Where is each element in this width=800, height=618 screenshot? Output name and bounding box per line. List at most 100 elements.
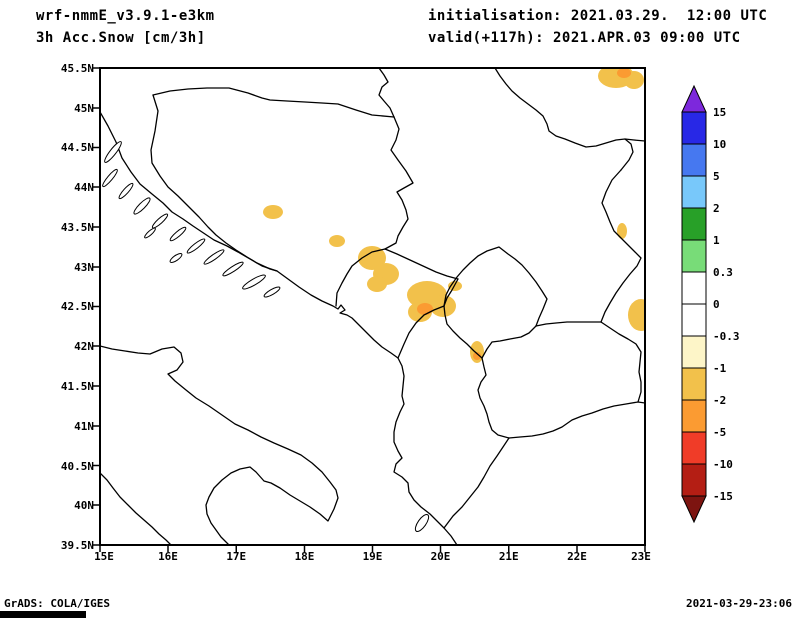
lon-tick-label: 18E: [295, 550, 315, 563]
island: [242, 274, 266, 290]
snow-patch-core: [617, 68, 631, 78]
island: [144, 227, 156, 239]
lon-axis-labels: 15E 16E 17E 18E 19E 20E 21E 22E 23E: [94, 550, 651, 563]
snow-patch: [329, 235, 345, 247]
lat-tick-label: 44N: [74, 181, 94, 194]
colorbar-label: -15: [713, 490, 733, 503]
colorbar-label: 2: [713, 202, 720, 215]
colorbar-arrow-top: [681, 84, 707, 113]
border-kosovo-northeast: [443, 246, 548, 327]
border-bosnia-montenegro: [335, 248, 386, 307]
country-borders: [150, 68, 645, 529]
snow-patch-core: [417, 303, 433, 315]
model-title: wrf-nmmE_v3.9.1-e3km: [36, 8, 215, 24]
island: [222, 261, 244, 277]
colorbar-segment: [681, 367, 707, 401]
colorbar-segment: [681, 111, 707, 145]
colorbar-label: -5: [713, 426, 726, 439]
border-albania-macedonia: [477, 357, 510, 439]
border-greece-albania: [443, 437, 510, 529]
colorbar-segment: [681, 431, 707, 465]
border-macedonia-greece: [508, 401, 639, 439]
colorbar-arrow-bottom: [681, 495, 707, 524]
colorbar-label: 15: [713, 106, 726, 119]
snow-patch: [617, 223, 627, 239]
lat-tick-label: 42.5N: [61, 300, 94, 313]
lat-tick-label: 40N: [74, 499, 94, 512]
island: [102, 168, 118, 188]
lon-tick-label: 23E: [631, 550, 651, 563]
field-title: 3h Acc.Snow [cm/3h]: [36, 30, 206, 46]
screen-edge-artifact: [0, 611, 86, 618]
lon-tick-label: 21E: [499, 550, 519, 563]
border-croatia-bosnia-west: [150, 94, 278, 272]
lat-tick-label: 39.5N: [61, 539, 94, 552]
valid-time: valid(+117h): 2021.APR.03 09:00 UTC: [428, 30, 741, 46]
colorbar-label: 0: [713, 298, 720, 311]
island-corfu: [414, 513, 430, 533]
island: [263, 286, 281, 298]
lon-tick-label: 22E: [567, 550, 587, 563]
lon-tick-label: 19E: [363, 550, 383, 563]
border-romania-bulgaria: [624, 138, 645, 142]
border-kosovo-west: [443, 305, 483, 359]
colorbar-label: 10: [713, 138, 726, 151]
island: [133, 197, 151, 215]
border-serbia-bulgaria: [600, 169, 642, 323]
border-macedonia-bulgaria: [600, 321, 642, 403]
render-timestamp: 2021-03-29-23:06: [686, 597, 792, 610]
lat-tick-label: 43N: [74, 261, 94, 274]
border-croatia-serbia-danube: [378, 68, 395, 118]
lon-tick-label: 15E: [94, 550, 114, 563]
island: [169, 226, 187, 242]
plot-frame: [99, 67, 646, 546]
lat-tick-label: 41.5N: [61, 380, 94, 393]
colorbar-label: -0.3: [713, 330, 740, 343]
colorbar-segment: [681, 239, 707, 273]
snow-patch: [448, 281, 462, 291]
lat-tick-label: 41N: [74, 420, 94, 433]
lat-tick-label: 40.5N: [61, 460, 94, 473]
colorbar-labels: 15 10 5 2 1 0.3 0 -0.3 -1 -2 -5 -10 -15: [713, 106, 740, 503]
colorbar-segment: [681, 303, 707, 337]
border-serbia-romania: [494, 68, 634, 171]
lat-tick-label: 43.5N: [61, 221, 94, 234]
lon-tick-label: 20E: [431, 550, 451, 563]
snow-patch: [358, 246, 386, 270]
coastline-italy-tyrrhenian: [100, 472, 172, 545]
border-bosnia-serbia-drina: [384, 116, 414, 250]
colorbar-segment: [681, 207, 707, 241]
snow-patch-core: [473, 352, 481, 360]
colorbar-label: 5: [713, 170, 720, 183]
colorbar-segment: [681, 463, 707, 497]
island: [203, 249, 225, 265]
snow-patch: [263, 205, 283, 219]
border-montenegro-kosovo: [443, 278, 459, 307]
coastline-italy-adriatic: [100, 345, 339, 545]
colorbar-label: -2: [713, 394, 726, 407]
colorbar-label: -1: [713, 362, 727, 375]
border-serbia-macedonia: [535, 321, 602, 327]
border-serbia-montenegro: [384, 248, 459, 280]
init-time: initialisation: 2021.03.29. 12:00 UTC: [428, 8, 768, 24]
island: [169, 252, 183, 264]
colorbar-segment: [681, 399, 707, 433]
lat-ticks: [93, 67, 100, 546]
lat-tick-label: 45.5N: [61, 62, 94, 75]
island: [104, 141, 122, 163]
snow-patch: [367, 276, 387, 292]
colorbar-label: 0.3: [713, 266, 733, 279]
lat-tick-label: 42N: [74, 340, 94, 353]
island: [151, 213, 169, 229]
lon-tick-label: 17E: [226, 550, 246, 563]
border-bulgaria-greece: [637, 401, 645, 404]
colorbar: 15 10 5 2 1 0.3 0 -0.3 -1 -2 -5 -10 -15: [681, 84, 740, 524]
lat-tick-label: 44.5N: [61, 141, 94, 154]
map-content: [100, 68, 645, 545]
border-kosovo-south: [481, 325, 537, 359]
colorbar-segment: [681, 271, 707, 305]
snow-patches: [263, 68, 645, 363]
colorbar-segment: [681, 143, 707, 177]
